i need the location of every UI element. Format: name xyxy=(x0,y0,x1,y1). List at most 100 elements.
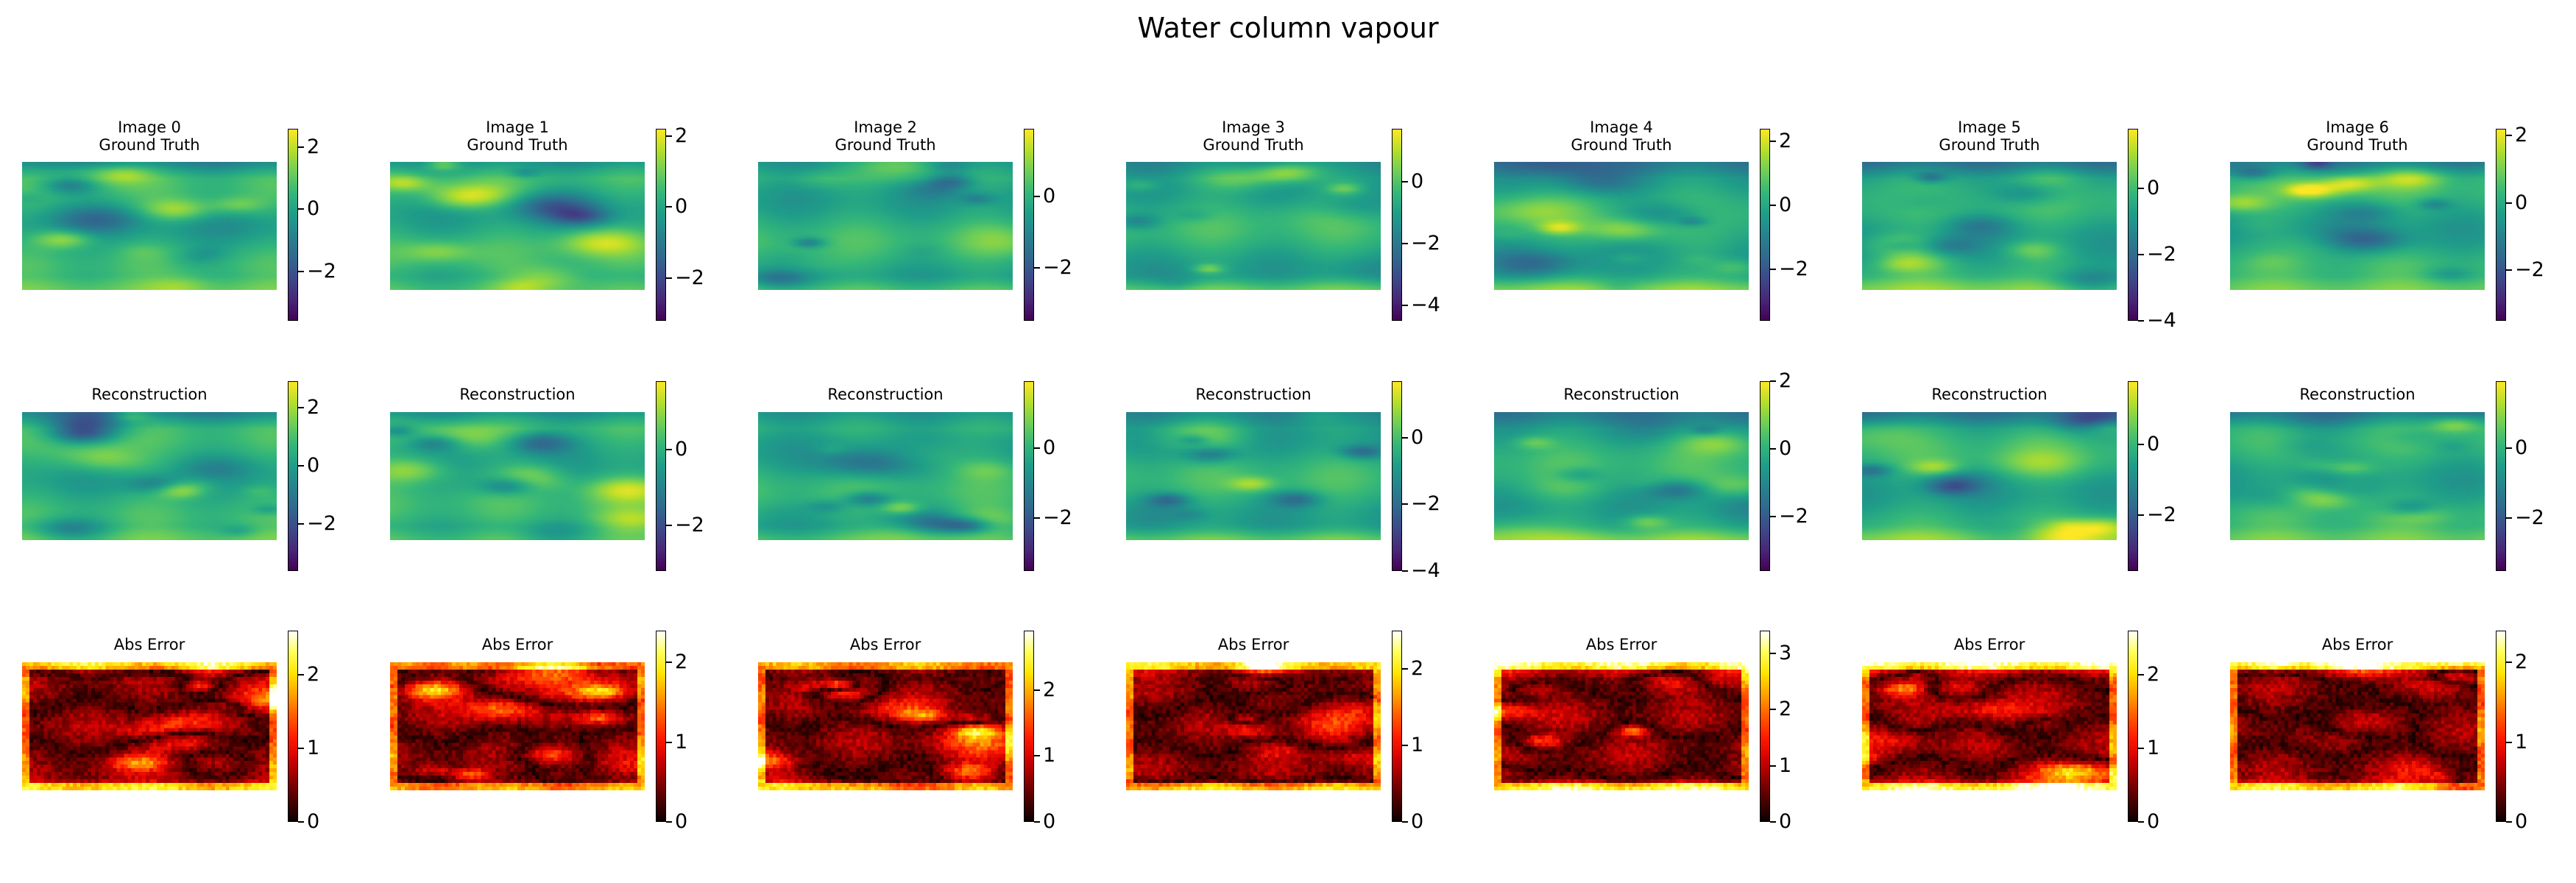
colorbar-tick xyxy=(1770,821,1776,823)
colorbar-tick xyxy=(666,448,672,450)
colorbar-tick-label: 0 xyxy=(2515,191,2528,214)
colorbar-tick-label: 0 xyxy=(675,195,688,219)
ground-truth-label: Ground Truth xyxy=(1571,136,1672,154)
colorbar-tick-label: −2 xyxy=(675,266,704,289)
colorbar-tick-label: 2 xyxy=(1779,130,1792,153)
colorbar-tick-label: 0 xyxy=(1043,436,1056,459)
colorbar-tick-label: 0 xyxy=(2147,810,2160,833)
colorbar-tick xyxy=(2138,320,2144,322)
colorbar-tick xyxy=(298,146,304,149)
ground-truth-heatmap xyxy=(1126,162,1381,290)
colorbar-tick xyxy=(298,821,304,823)
colorbar-tick xyxy=(1402,745,1408,746)
colorbar-tick xyxy=(298,465,304,467)
colorbar-tick xyxy=(1770,765,1776,767)
image-label: Image 3 xyxy=(1222,118,1285,136)
reconstruction-title: Reconstruction xyxy=(1195,386,1312,403)
colorbar-tick xyxy=(1402,503,1408,506)
colorbar-tick xyxy=(666,662,672,664)
image-label: Image 2 xyxy=(854,118,917,136)
colorbar-tick-label: −4 xyxy=(1411,293,1440,316)
colorbar-tick-label: −2 xyxy=(1043,506,1072,530)
colorbar-tick-label: 1 xyxy=(2147,737,2160,759)
colorbar-tick-label: −2 xyxy=(1411,492,1440,516)
colorbar-tick xyxy=(1402,668,1408,670)
abs-error-title: Abs Error xyxy=(1953,636,2025,653)
colorbar-tick-label: 1 xyxy=(675,730,688,753)
colorbar-tick xyxy=(1034,447,1040,449)
reconstruction-heatmap xyxy=(758,412,1013,540)
colorbar-tick-label: 1 xyxy=(1411,734,1424,756)
colorbar-tick xyxy=(1402,570,1408,572)
colorbar-tick-label: 1 xyxy=(2515,730,2528,753)
colorbar xyxy=(1024,381,1034,571)
colorbar-tick xyxy=(298,270,304,272)
panel-title-image-1: Image 1 Ground Truth xyxy=(390,118,645,154)
colorbar-tick xyxy=(2506,447,2512,449)
colorbar-tick-label: 0 xyxy=(307,810,320,833)
colorbar xyxy=(1392,129,1402,321)
ground-truth-label: Ground Truth xyxy=(2307,136,2408,154)
colorbar-tick-label: 0 xyxy=(1779,194,1792,217)
colorbar-tick-label: 0 xyxy=(1043,810,1056,833)
panel-title-image-3: Image 3 Ground Truth xyxy=(1126,118,1381,154)
colorbar-tick xyxy=(666,525,672,527)
colorbar-tick-label: 2 xyxy=(675,650,688,674)
colorbar-tick xyxy=(2506,821,2512,823)
colorbar-tick-label: −2 xyxy=(307,259,336,283)
colorbar-tick xyxy=(1770,205,1776,207)
colorbar xyxy=(1024,631,1034,822)
colorbar-tick-label: 3 xyxy=(1779,641,1792,664)
abs-error-heatmap xyxy=(1126,662,1381,790)
colorbar-tick xyxy=(1402,436,1408,439)
colorbar-tick xyxy=(1770,448,1776,450)
reconstruction-heatmap xyxy=(1494,412,1749,540)
colorbar-tick xyxy=(2138,188,2144,189)
reconstruction-title: Reconstruction xyxy=(1563,386,1680,403)
colorbar-tick-label: 2 xyxy=(2515,124,2528,147)
colorbar-tick xyxy=(1034,517,1040,519)
image-label: Image 4 xyxy=(1590,118,1653,136)
panel-title-image-6: Image 6 Ground Truth xyxy=(2230,118,2485,154)
colorbar-tick xyxy=(1034,689,1040,691)
colorbar xyxy=(1392,381,1402,571)
colorbar-tick-label: −2 xyxy=(1043,255,1072,279)
colorbar-tick xyxy=(1034,755,1040,757)
colorbar-tick xyxy=(2506,662,2512,664)
colorbar-tick xyxy=(1770,141,1776,143)
image-label: Image 6 xyxy=(2326,118,2389,136)
abs-error-title: Abs Error xyxy=(849,636,921,653)
colorbar-tick-label: 2 xyxy=(307,135,320,159)
reconstruction-title: Reconstruction xyxy=(1931,386,2048,403)
colorbar-tick-label: −2 xyxy=(675,514,704,537)
abs-error-heatmap xyxy=(1862,662,2117,790)
colorbar-tick-label: 0 xyxy=(2147,433,2160,455)
ground-truth-heatmap xyxy=(390,162,645,290)
colorbar-tick xyxy=(1770,269,1776,271)
colorbar-tick xyxy=(2138,748,2144,749)
colorbar xyxy=(1760,381,1770,571)
colorbar-tick-label: −4 xyxy=(2147,309,2176,332)
reconstruction-title: Reconstruction xyxy=(459,386,576,403)
colorbar-tick-label: 0 xyxy=(2515,810,2528,833)
colorbar-tick-label: 2 xyxy=(2515,650,2528,674)
reconstruction-heatmap xyxy=(2230,412,2485,540)
colorbar xyxy=(288,129,298,321)
image-label: Image 1 xyxy=(486,118,549,136)
colorbar xyxy=(1760,631,1770,822)
colorbar xyxy=(2496,381,2506,571)
colorbar-tick-label: 2 xyxy=(2147,663,2160,686)
colorbar-tick-label: 2 xyxy=(675,124,688,147)
ground-truth-heatmap xyxy=(22,162,277,290)
ground-truth-label: Ground Truth xyxy=(99,136,200,154)
colorbar-tick xyxy=(1034,266,1040,269)
colorbar-tick xyxy=(298,406,304,408)
colorbar-tick xyxy=(2138,444,2144,445)
colorbar-tick-label: 2 xyxy=(1411,657,1424,680)
colorbar xyxy=(288,381,298,571)
abs-error-title: Abs Error xyxy=(113,636,185,653)
reconstruction-heatmap xyxy=(390,412,645,540)
reconstruction-heatmap xyxy=(22,412,277,540)
colorbar-tick xyxy=(1402,821,1408,823)
colorbar xyxy=(1024,129,1034,321)
